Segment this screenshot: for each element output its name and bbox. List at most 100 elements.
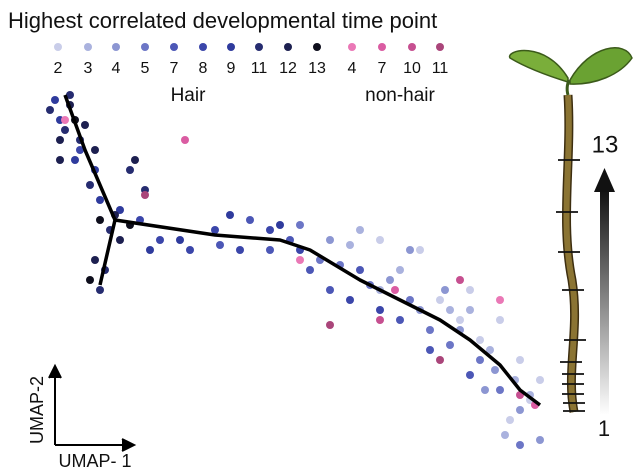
legend-swatch bbox=[284, 43, 292, 51]
data-point bbox=[476, 336, 484, 344]
seedling bbox=[509, 47, 633, 415]
legend-label: 9 bbox=[227, 60, 236, 77]
legend-swatch bbox=[227, 43, 235, 51]
data-point bbox=[246, 216, 254, 224]
data-point bbox=[496, 316, 504, 324]
data-point bbox=[516, 406, 524, 414]
legend-swatch bbox=[348, 43, 356, 51]
legend-label: 2 bbox=[54, 60, 63, 77]
legend-label: 8 bbox=[199, 60, 208, 77]
legend-label: 5 bbox=[141, 60, 150, 77]
data-point bbox=[496, 296, 504, 304]
data-point bbox=[356, 226, 364, 234]
data-point bbox=[296, 221, 304, 229]
data-point bbox=[81, 121, 89, 129]
data-point bbox=[96, 286, 104, 294]
legend-label: 3 bbox=[84, 60, 93, 77]
data-point bbox=[436, 296, 444, 304]
data-point bbox=[441, 286, 449, 294]
data-point bbox=[116, 236, 124, 244]
legend-label: 4 bbox=[112, 60, 121, 77]
data-point bbox=[486, 346, 494, 354]
data-point bbox=[296, 256, 304, 264]
data-point bbox=[176, 236, 184, 244]
data-point bbox=[326, 321, 334, 329]
data-point bbox=[61, 126, 69, 134]
data-point bbox=[116, 206, 124, 214]
data-point bbox=[141, 191, 149, 199]
data-point bbox=[91, 256, 99, 264]
data-point bbox=[131, 156, 139, 164]
data-point bbox=[376, 306, 384, 314]
data-point bbox=[491, 366, 499, 374]
data-point bbox=[46, 106, 54, 114]
data-point bbox=[126, 166, 134, 174]
data-point bbox=[501, 431, 509, 439]
x-axis-label: UMAP- 1 bbox=[58, 451, 131, 471]
data-point bbox=[56, 136, 64, 144]
legend-swatch bbox=[313, 43, 321, 51]
data-point bbox=[86, 181, 94, 189]
legend-label: 11 bbox=[432, 60, 449, 77]
data-point bbox=[56, 156, 64, 164]
plot-area bbox=[46, 91, 544, 449]
data-point bbox=[66, 91, 74, 99]
data-point bbox=[536, 376, 544, 384]
data-point bbox=[146, 246, 154, 254]
data-point bbox=[266, 226, 274, 234]
data-point bbox=[96, 216, 104, 224]
data-point bbox=[396, 316, 404, 324]
data-point bbox=[156, 236, 164, 244]
data-point bbox=[516, 356, 524, 364]
data-point bbox=[86, 276, 94, 284]
data-point bbox=[71, 156, 79, 164]
data-point bbox=[326, 236, 334, 244]
data-point bbox=[516, 441, 524, 449]
data-point bbox=[481, 386, 489, 394]
data-point bbox=[446, 341, 454, 349]
legend-swatch bbox=[378, 43, 386, 51]
data-point bbox=[496, 386, 504, 394]
data-point bbox=[276, 221, 284, 229]
legend-swatch bbox=[408, 43, 416, 51]
data-point bbox=[306, 266, 314, 274]
data-point bbox=[346, 296, 354, 304]
gauge-min-label: 1 bbox=[598, 416, 610, 441]
axis-arrows bbox=[48, 363, 137, 452]
data-point bbox=[346, 241, 354, 249]
legend-label: 10 bbox=[403, 60, 421, 77]
legend-swatch bbox=[170, 43, 178, 51]
data-point bbox=[266, 246, 274, 254]
data-point bbox=[506, 416, 514, 424]
legend-label: 7 bbox=[170, 60, 179, 77]
legend-swatch bbox=[255, 43, 263, 51]
y-axis-label: UMAP-2 bbox=[27, 376, 47, 444]
data-point bbox=[76, 146, 84, 154]
data-point bbox=[456, 276, 464, 284]
data-point bbox=[216, 241, 224, 249]
data-point bbox=[326, 286, 334, 294]
data-point bbox=[456, 316, 464, 324]
data-point bbox=[426, 326, 434, 334]
data-point bbox=[406, 296, 414, 304]
legend-swatch bbox=[436, 43, 444, 51]
data-point bbox=[186, 246, 194, 254]
data-point bbox=[386, 276, 394, 284]
data-point bbox=[446, 306, 454, 314]
legend-swatch bbox=[112, 43, 120, 51]
data-point bbox=[376, 316, 384, 324]
data-point bbox=[406, 246, 414, 254]
gauge-max-label: 13 bbox=[592, 131, 619, 158]
legend-label: 11 bbox=[251, 60, 268, 77]
data-point bbox=[391, 286, 399, 294]
legend-label: 4 bbox=[348, 60, 357, 77]
data-point bbox=[426, 346, 434, 354]
data-point bbox=[376, 236, 384, 244]
data-point bbox=[466, 371, 474, 379]
data-point bbox=[226, 211, 234, 219]
data-point bbox=[436, 356, 444, 364]
data-point bbox=[181, 136, 189, 144]
legend-group-label: Hair bbox=[171, 85, 207, 106]
legend-label: 7 bbox=[378, 60, 387, 77]
data-point bbox=[466, 306, 474, 314]
